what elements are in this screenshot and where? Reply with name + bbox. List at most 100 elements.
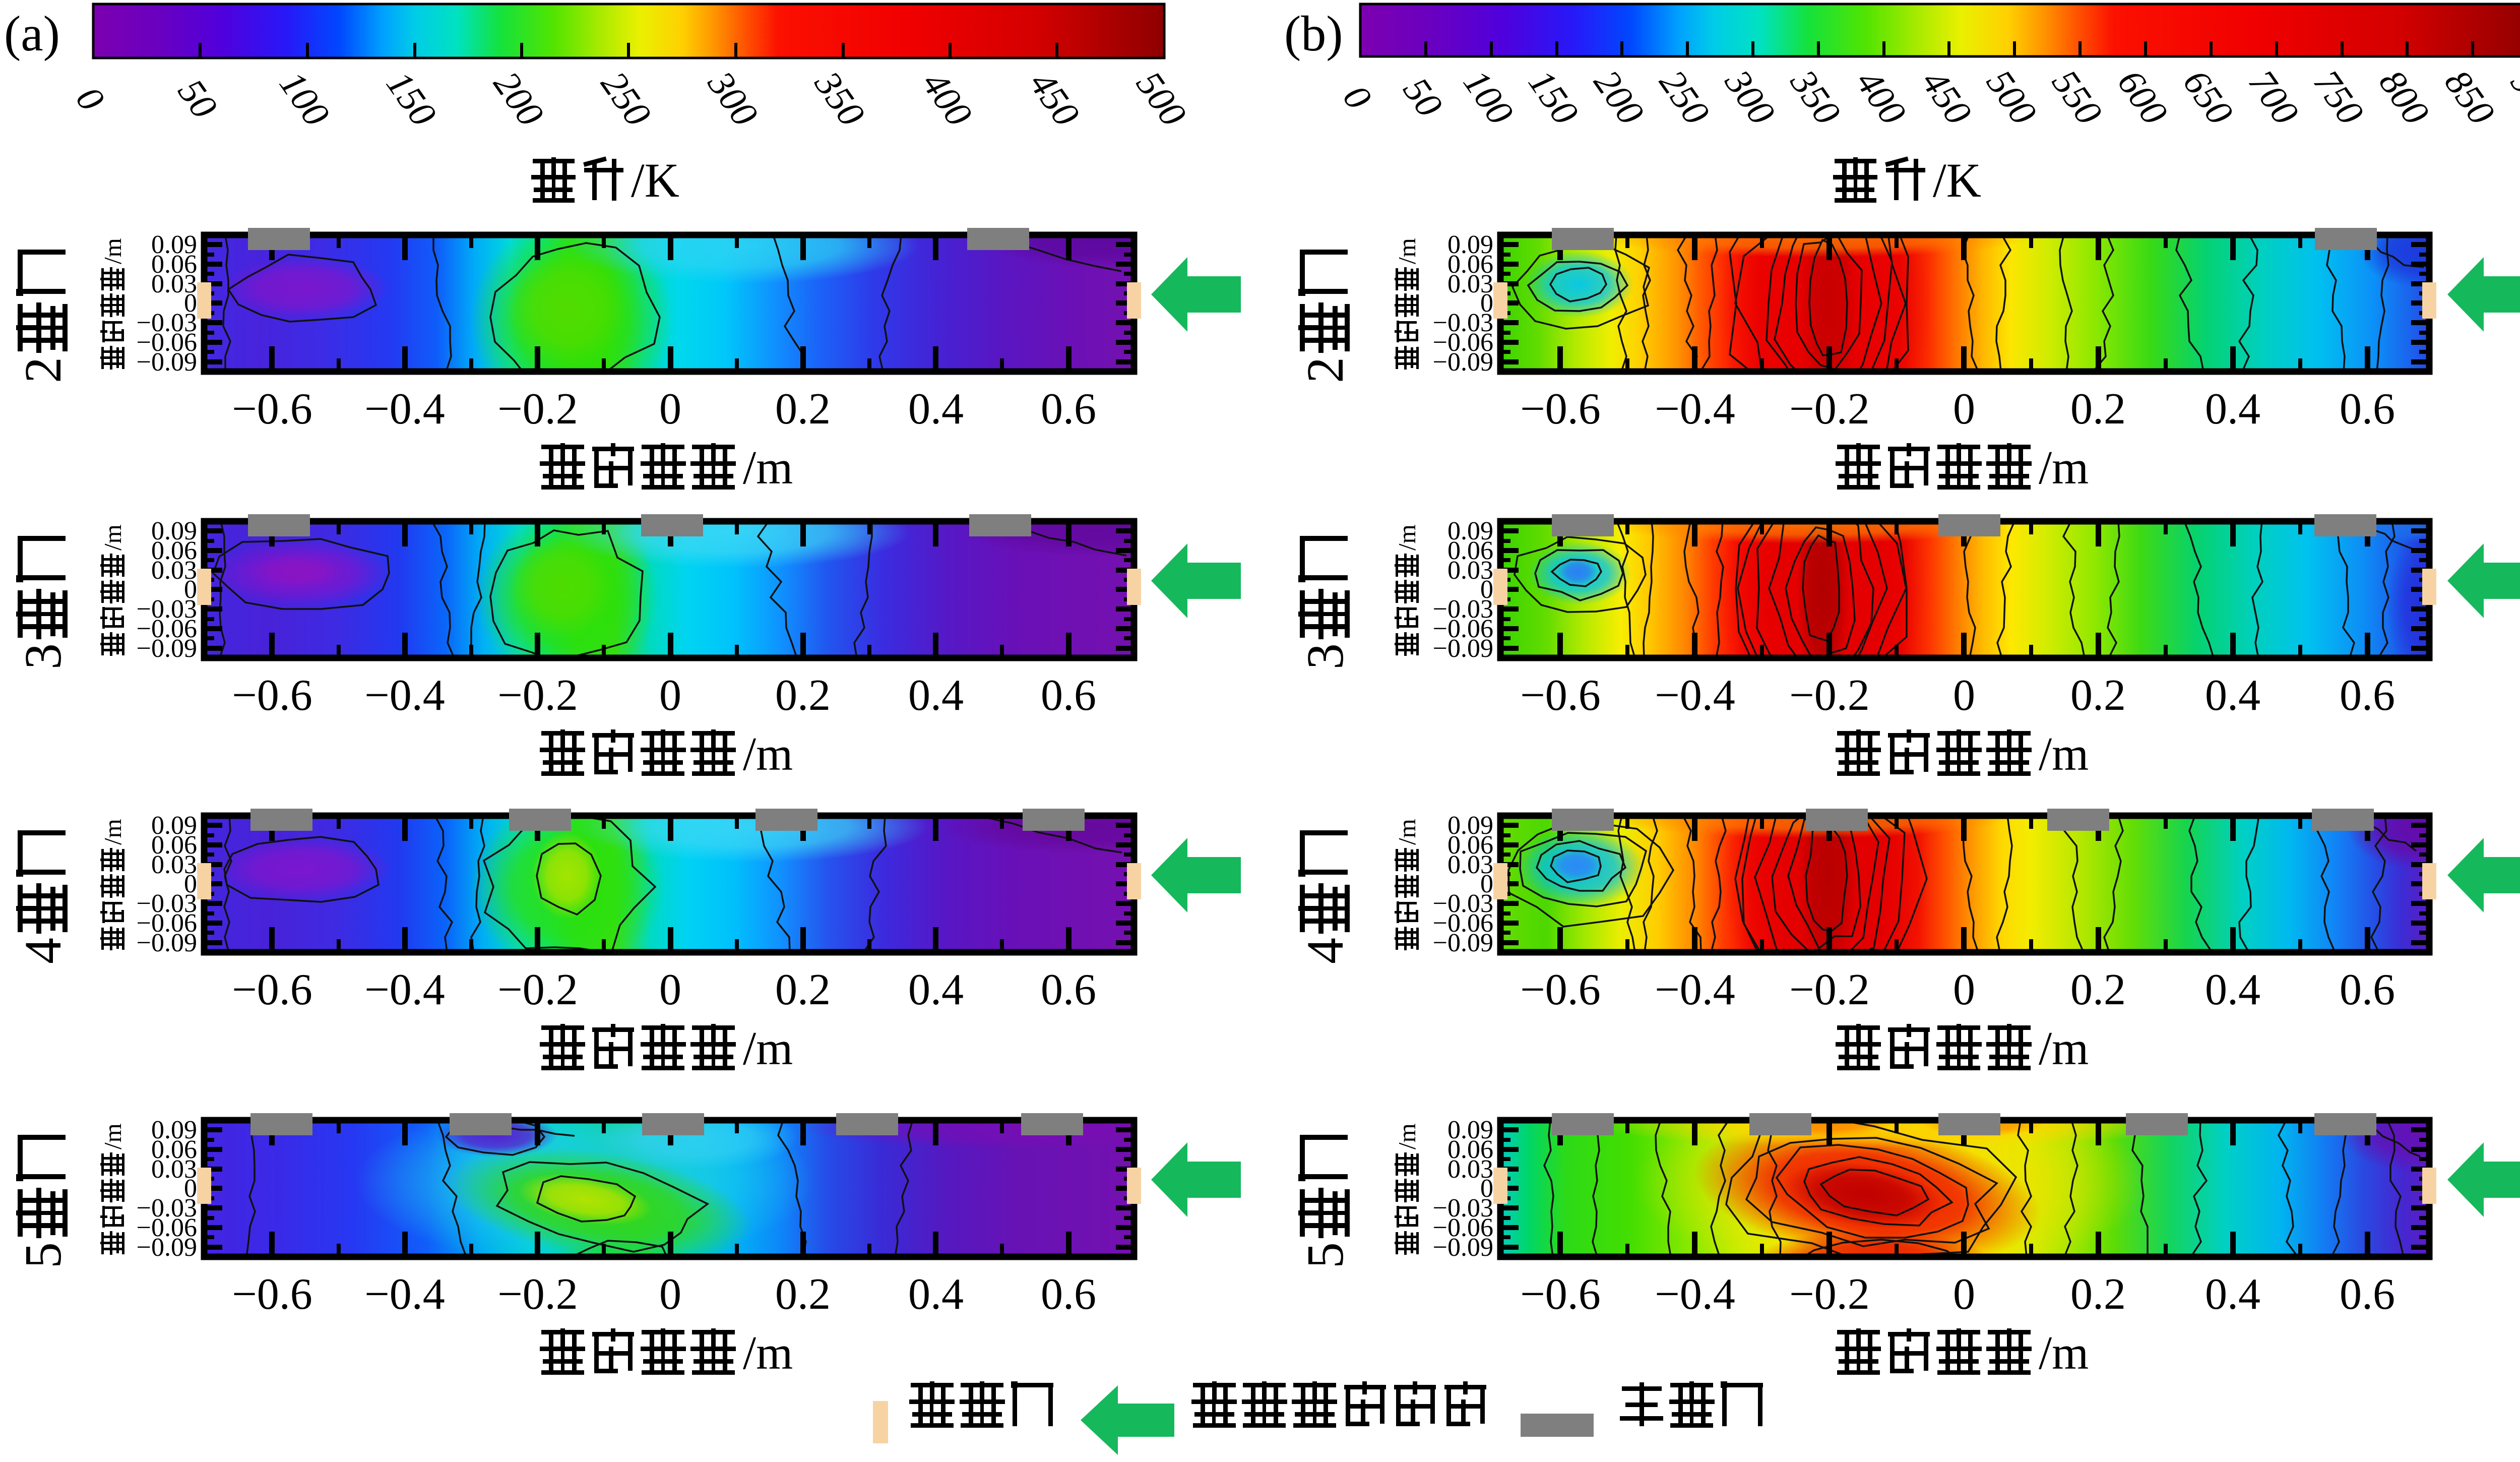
svg-text:−0.6: −0.6 [232,671,312,720]
svg-text:−0.2: −0.2 [1789,965,1870,1014]
svg-text:−0.6: −0.6 [1520,965,1601,1014]
svg-text:−0.4: −0.4 [364,965,445,1014]
svg-text:0.09: 0.09 [1447,811,1493,840]
svg-text:0.6: 0.6 [2340,1270,2395,1319]
svg-text:0.06: 0.06 [151,1135,197,1164]
svg-text:0.2: 0.2 [2070,1270,2126,1319]
svg-text:−0.4: −0.4 [1655,965,1735,1014]
svg-text:/m: /m [2039,728,2089,780]
svg-text:0.03: 0.03 [1447,270,1493,298]
svg-text:0: 0 [659,671,681,720]
svg-text:3: 3 [1296,643,1354,669]
svg-text:−0.06: −0.06 [137,1213,197,1242]
svg-text:/m: /m [2039,1327,2089,1379]
svg-text:−0.06: −0.06 [137,328,197,357]
svg-text:−0.6: −0.6 [1520,385,1601,434]
svg-text:/m: /m [99,524,127,551]
svg-text:0.6: 0.6 [2340,671,2395,720]
svg-text:−0.03: −0.03 [137,889,197,918]
svg-text:−0.09: −0.09 [137,1233,197,1262]
svg-text:2: 2 [1296,357,1354,383]
svg-text:0: 0 [659,1270,681,1319]
svg-text:0.4: 0.4 [2205,671,2260,720]
svg-text:−0.6: −0.6 [232,965,312,1014]
svg-text:−0.4: −0.4 [364,385,445,434]
svg-text:/m: /m [743,728,793,780]
svg-text:0.03: 0.03 [1447,850,1493,879]
svg-text:/K: /K [1933,153,1981,207]
svg-text:0.4: 0.4 [908,1270,964,1319]
svg-text:0.6: 0.6 [1041,671,1096,720]
svg-text:−0.6: −0.6 [1520,671,1601,720]
svg-text:−0.4: −0.4 [1655,385,1735,434]
svg-text:−0.03: −0.03 [1433,595,1493,624]
svg-text:−0.09: −0.09 [137,634,197,663]
svg-text:0.4: 0.4 [908,385,964,434]
svg-text:3: 3 [14,643,72,669]
svg-text:2: 2 [14,357,72,383]
svg-text:−0.06: −0.06 [137,909,197,938]
svg-text:0.6: 0.6 [1041,1270,1096,1319]
svg-text:0: 0 [1953,385,1975,434]
svg-text:−0.2: −0.2 [1789,385,1870,434]
svg-text:−0.4: −0.4 [1655,1270,1735,1319]
svg-text:0.06: 0.06 [1447,250,1493,279]
svg-text:0.4: 0.4 [908,965,964,1014]
svg-text:0.06: 0.06 [1447,536,1493,565]
svg-text:−0.03: −0.03 [1433,1194,1493,1223]
svg-text:−0.2: −0.2 [497,385,578,434]
svg-text:0.4: 0.4 [2205,385,2260,434]
svg-text:0: 0 [1480,1174,1493,1203]
svg-text:0.2: 0.2 [775,385,831,434]
svg-text:0: 0 [659,965,681,1014]
svg-text:−0.4: −0.4 [364,1270,445,1319]
svg-text:−0.03: −0.03 [137,1194,197,1223]
svg-text:0.2: 0.2 [2070,385,2126,434]
svg-text:0: 0 [184,870,197,898]
svg-text:(b): (b) [1284,6,1343,62]
svg-text:−0.09: −0.09 [1433,634,1493,663]
svg-text:−0.09: −0.09 [1433,1233,1493,1262]
svg-text:0: 0 [1953,671,1975,720]
svg-text:−0.03: −0.03 [137,309,197,337]
svg-text:0.09: 0.09 [151,517,197,545]
svg-text:5: 5 [1296,1242,1354,1268]
svg-text:0: 0 [1480,870,1493,898]
svg-text:/m: /m [2039,1022,2089,1075]
svg-text:/m: /m [99,819,127,845]
svg-text:−0.09: −0.09 [1433,348,1493,377]
svg-text:0.6: 0.6 [1041,965,1096,1014]
svg-text:−0.4: −0.4 [364,671,445,720]
svg-text:0: 0 [184,575,197,604]
svg-text:0.06: 0.06 [151,250,197,279]
svg-text:0.09: 0.09 [1447,230,1493,259]
svg-text:4: 4 [14,938,72,964]
svg-text:/m: /m [2039,442,2089,494]
svg-text:0: 0 [184,1174,197,1203]
svg-text:5: 5 [14,1242,72,1268]
svg-text:0.09: 0.09 [151,1116,197,1144]
svg-text:0.6: 0.6 [2340,965,2395,1014]
svg-text:0.4: 0.4 [908,671,964,720]
svg-text:4: 4 [1296,938,1354,964]
svg-text:0.09: 0.09 [151,811,197,840]
svg-text:0.03: 0.03 [151,556,197,585]
svg-text:/m: /m [99,1123,127,1149]
svg-text:/K: /K [631,153,679,207]
svg-text:/m: /m [743,1022,793,1075]
svg-text:0: 0 [1953,1270,1975,1319]
svg-text:0.2: 0.2 [775,965,831,1014]
svg-text:−0.09: −0.09 [137,348,197,377]
svg-text:0.06: 0.06 [1447,1135,1493,1164]
svg-text:0.06: 0.06 [151,831,197,860]
svg-text:−0.2: −0.2 [497,671,578,720]
svg-text:−0.03: −0.03 [137,595,197,624]
svg-text:/m: /m [99,238,127,264]
svg-text:0.4: 0.4 [2205,1270,2260,1319]
svg-text:−0.6: −0.6 [232,1270,312,1319]
svg-text:−0.4: −0.4 [1655,671,1735,720]
svg-text:0: 0 [184,289,197,318]
svg-text:0.06: 0.06 [151,536,197,565]
svg-text:−0.2: −0.2 [497,1270,578,1319]
svg-text:−0.09: −0.09 [1433,929,1493,957]
